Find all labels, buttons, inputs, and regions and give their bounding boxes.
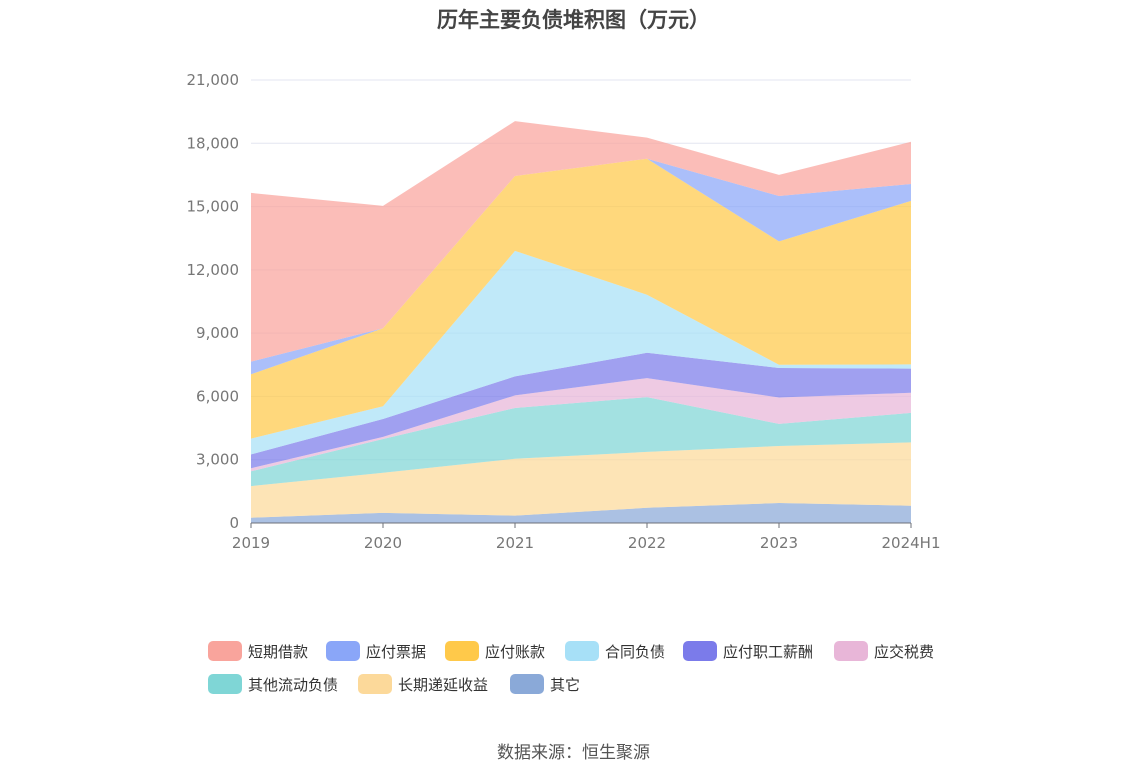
x-tick-label: 2023 xyxy=(760,534,798,552)
legend-item[interactable]: 合同负债 xyxy=(565,640,665,662)
legend-item[interactable]: 长期递延收益 xyxy=(358,673,488,695)
area-series-短期借款 xyxy=(251,121,911,362)
legend-swatch xyxy=(510,674,544,694)
y-tick-label: 21,000 xyxy=(187,71,240,89)
y-tick-label: 9,000 xyxy=(196,324,239,342)
legend-item[interactable]: 应交税费 xyxy=(834,640,934,662)
area-series-合同负债 xyxy=(251,250,911,455)
y-tick-label: 18,000 xyxy=(187,134,240,152)
area-series-应交税费 xyxy=(251,378,911,472)
axes: 0 3,000 6,000 9,000 12,000 15,000 18,000 21,000… xyxy=(187,71,941,552)
legend-label: 应付职工薪酬 xyxy=(723,642,814,661)
legend-item[interactable]: 其他流动负债 xyxy=(208,673,338,695)
chart-title: 历年主要负债堆积图（万元） xyxy=(437,8,710,32)
area-series-长期递延收益 xyxy=(251,442,911,518)
y-tick-label: 12,000 xyxy=(187,261,240,279)
area-series-应付票据 xyxy=(251,158,911,375)
legend-item[interactable]: 应付职工薪酬 xyxy=(683,640,813,662)
area-series-其它 xyxy=(251,503,911,523)
source-note: 数据来源：恒生聚源 xyxy=(497,743,650,763)
y-tick-label: 3,000 xyxy=(196,451,239,469)
area-series-应付职工薪酬 xyxy=(251,352,911,469)
legend-swatch xyxy=(326,641,360,661)
x-tick-label: 2024H1 xyxy=(882,534,941,552)
x-tick-label: 2022 xyxy=(628,534,666,552)
legend-label: 应付账款 xyxy=(485,642,546,661)
legend-swatch xyxy=(208,674,242,694)
legend-swatch xyxy=(208,641,242,661)
legend-swatch xyxy=(358,674,392,694)
x-tick-label: 2019 xyxy=(232,534,270,552)
legend-item[interactable]: 短期借款 xyxy=(208,640,308,662)
legend-item[interactable]: 应付票据 xyxy=(326,640,426,662)
x-tick-label: 2021 xyxy=(496,534,534,552)
legend-swatch xyxy=(565,641,599,661)
x-tick-label: 2020 xyxy=(364,534,402,552)
area-series-应付账款 xyxy=(251,158,911,439)
legend-label: 应付票据 xyxy=(366,642,427,661)
y-tick-label: 15,000 xyxy=(187,198,240,216)
area-series-其他流动负债 xyxy=(251,397,911,487)
legend-label: 其他流动负债 xyxy=(248,675,339,694)
legend-item[interactable]: 应付账款 xyxy=(445,640,545,662)
area-series xyxy=(251,121,911,523)
legend-swatch xyxy=(683,641,717,661)
legend-swatch xyxy=(445,641,479,661)
legend-label: 长期递延收益 xyxy=(398,675,489,694)
y-tick-label: 6,000 xyxy=(196,387,239,405)
y-tick-label: 0 xyxy=(229,514,239,532)
legend-label: 短期借款 xyxy=(248,642,309,661)
legend-item[interactable]: 其它 xyxy=(510,673,580,695)
legend-swatch xyxy=(834,641,868,661)
legend-label: 应交税费 xyxy=(874,642,935,661)
legend-label: 合同负债 xyxy=(605,642,666,661)
legend-label: 其它 xyxy=(550,675,581,694)
